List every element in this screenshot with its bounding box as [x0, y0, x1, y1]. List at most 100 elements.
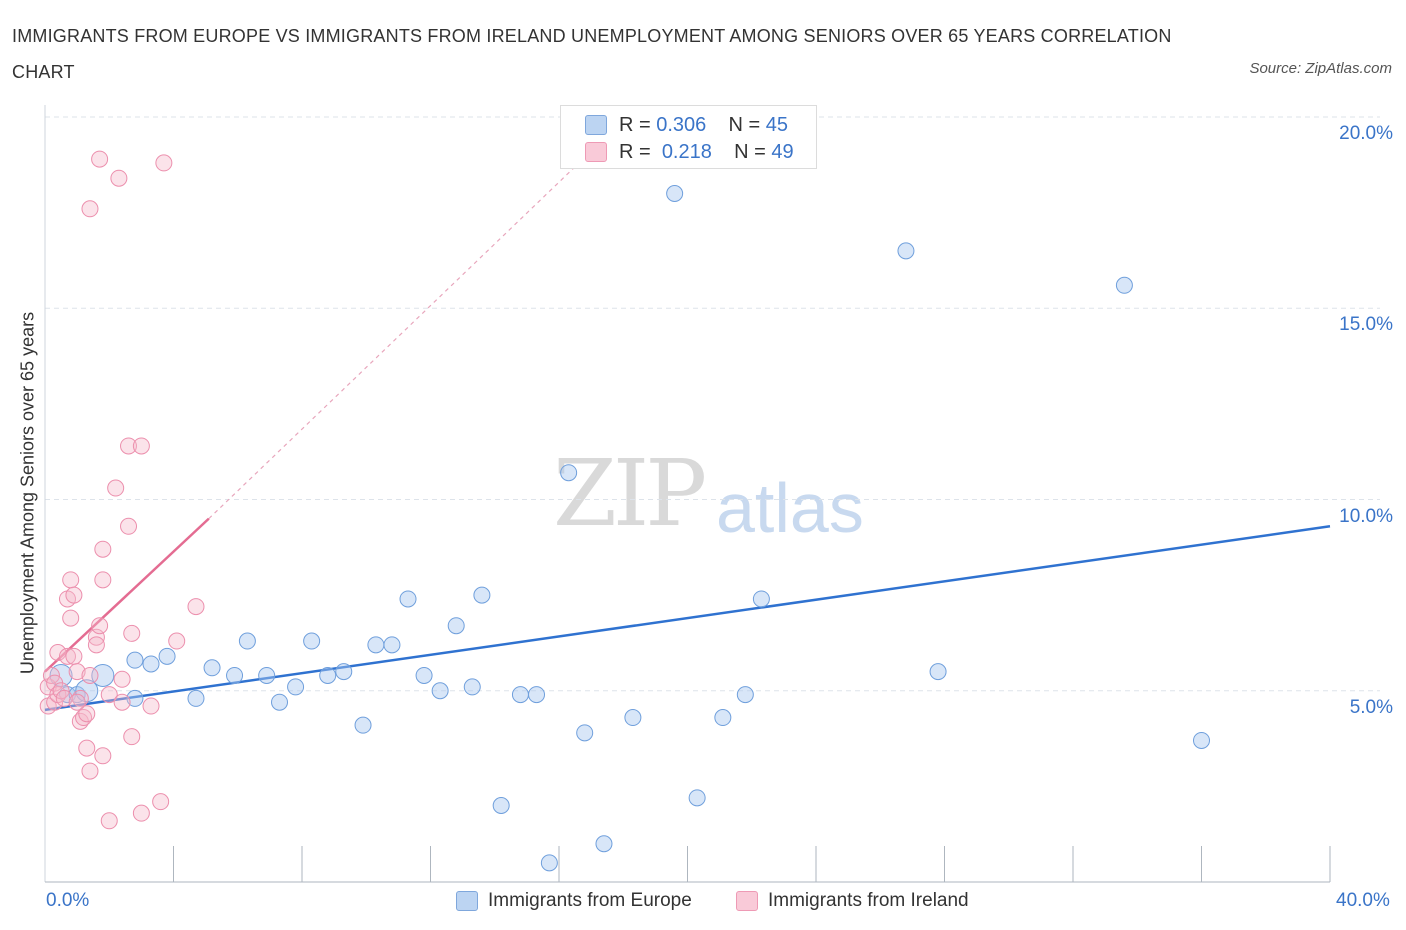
legend-n-value-ireland: 49	[771, 141, 794, 163]
point-ireland	[100, 686, 118, 704]
legend-n-label-europe: N =	[728, 114, 761, 136]
legend-swatch-europe	[585, 115, 607, 135]
y-tick-label-20: 20.0%	[1339, 123, 1393, 144]
point-ireland	[87, 636, 105, 654]
point-ireland	[49, 644, 67, 661]
bottom-swatch-ireland	[736, 891, 758, 911]
bottom-legend-label-ireland: Immigrants from Ireland	[768, 890, 969, 911]
point-ireland	[113, 670, 131, 688]
point-ireland	[107, 479, 125, 497]
point-europe	[203, 659, 221, 677]
point-europe	[258, 666, 276, 684]
y-tick-label-10: 10.0%	[1339, 505, 1393, 527]
bottom-legend-label-europe: Immigrants from Europe	[488, 890, 692, 911]
points-europe	[49, 185, 1210, 872]
point-europe	[142, 655, 160, 673]
point-ireland	[100, 812, 118, 830]
point-ireland	[91, 150, 109, 168]
point-ireland	[168, 632, 186, 650]
point-ireland	[62, 571, 80, 589]
point-ireland	[91, 617, 109, 635]
point-europe	[319, 666, 337, 684]
point-ireland	[113, 693, 131, 711]
point-europe	[511, 686, 529, 704]
point-europe	[91, 663, 115, 687]
point-europe	[126, 689, 144, 707]
point-europe	[399, 590, 417, 608]
y-tick-label-15: 15.0%	[1339, 314, 1393, 336]
point-europe	[714, 709, 732, 727]
point-ireland	[68, 663, 86, 681]
source-label: Source: ZipAtlas.com	[1249, 60, 1392, 77]
point-europe	[271, 693, 289, 711]
point-ireland	[78, 705, 96, 723]
x-tick-max: 40.0%	[1336, 890, 1390, 911]
point-ireland	[81, 762, 99, 780]
point-europe	[473, 586, 491, 604]
watermark-atlas: atlas	[716, 469, 864, 547]
point-europe	[383, 636, 401, 654]
watermark-zip: ZIP	[553, 440, 707, 547]
point-ireland	[123, 728, 141, 746]
correlation-legend: R = 0.306 N = 45 R = 0.218 N = 49	[560, 105, 817, 169]
point-europe	[75, 679, 99, 703]
point-ireland	[123, 624, 141, 642]
legend-text-ireland: R = 0.218 N = 49	[619, 140, 794, 164]
point-europe	[752, 590, 770, 608]
legend-n-value-europe: 45	[765, 114, 789, 136]
point-europe	[736, 686, 754, 704]
point-ireland	[81, 666, 99, 684]
point-ireland	[132, 804, 150, 822]
point-ireland	[110, 169, 128, 187]
point-europe	[897, 242, 915, 260]
point-ireland	[58, 647, 76, 665]
point-ireland	[65, 586, 83, 604]
point-europe	[431, 682, 449, 700]
point-europe	[576, 724, 594, 742]
bottom-legend-europe: Immigrants from Europe	[456, 888, 716, 914]
point-europe	[238, 632, 256, 650]
point-europe	[1193, 731, 1210, 749]
legend-r-value-europe: 0.306	[656, 114, 707, 136]
point-europe	[226, 666, 244, 684]
point-europe	[415, 666, 433, 684]
point-europe	[287, 678, 305, 696]
points-ireland	[39, 150, 205, 830]
point-ireland	[68, 693, 86, 711]
point-ireland	[94, 571, 112, 589]
point-ireland	[142, 697, 160, 715]
legend-r-value-ireland: 0.218	[661, 141, 712, 163]
point-europe	[540, 854, 558, 872]
point-europe	[126, 651, 144, 669]
point-europe	[929, 663, 947, 681]
point-ireland	[120, 517, 138, 535]
point-europe	[492, 797, 510, 814]
point-europe	[303, 632, 321, 650]
trend-line-ireland-extension	[208, 166, 576, 520]
bottom-swatch-europe	[456, 891, 478, 911]
point-ireland	[155, 154, 173, 172]
point-ireland	[94, 747, 112, 765]
legend-n-label-ireland: N =	[734, 141, 766, 163]
point-europe	[49, 663, 73, 687]
point-europe	[354, 716, 372, 734]
point-ireland	[152, 793, 170, 811]
chart-title: IMMIGRANTS FROM EUROPE VS IMMIGRANTS FRO…	[12, 18, 1212, 90]
point-europe	[595, 835, 613, 853]
point-europe	[666, 185, 684, 202]
point-europe	[187, 689, 205, 707]
x-tick-min: 0.0%	[46, 890, 90, 911]
y-tick-label-5: 5.0%	[1349, 696, 1393, 718]
point-ireland	[132, 437, 150, 455]
point-ireland	[81, 200, 99, 218]
point-europe	[1115, 276, 1133, 294]
axes	[44, 105, 1331, 883]
point-ireland	[65, 647, 83, 665]
point-europe	[560, 464, 578, 482]
title-line-1: IMMIGRANTS FROM EUROPE VS IMMIGRANTS FRO…	[12, 26, 1172, 46]
point-ireland	[94, 540, 112, 558]
bottom-legend-ireland: Immigrants from Ireland	[736, 888, 996, 914]
point-ireland	[62, 609, 80, 627]
trend-lines	[44, 166, 1331, 712]
